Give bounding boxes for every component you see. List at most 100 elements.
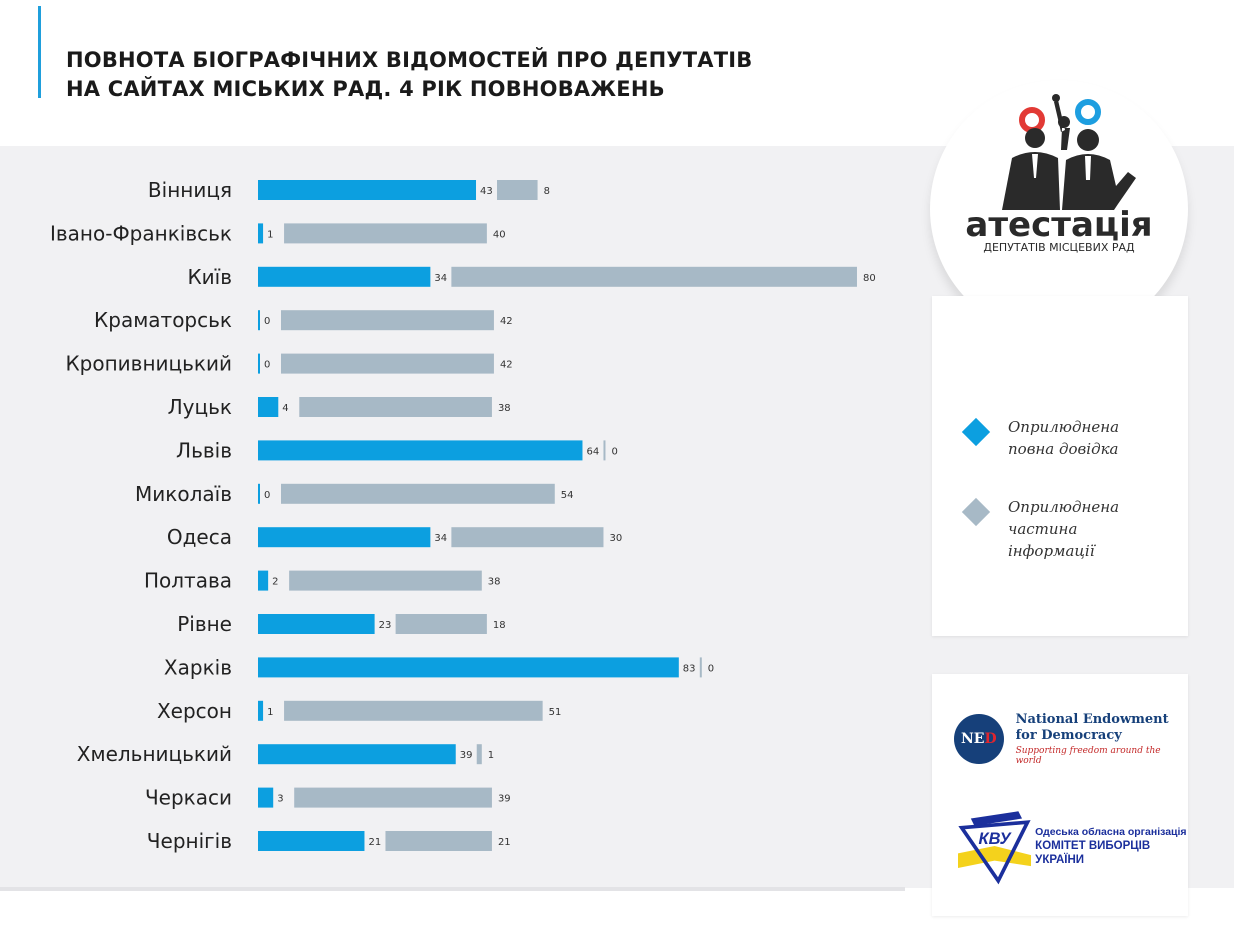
bar-partial <box>284 700 543 721</box>
value-label-partial: 0 <box>708 663 714 674</box>
bar-partial <box>385 831 492 851</box>
category-label: Херсон <box>157 699 232 723</box>
category-label: Полтава <box>144 569 232 593</box>
value-label-full: 0 <box>264 316 270 327</box>
logo-subtitle: ДЕПУТАТІВ МІСЦЕВИХ РАД <box>983 241 1135 254</box>
legend-item-full: Оприлюднена повна довідка <box>961 416 1138 460</box>
ned-emblem-icon: NE D <box>954 714 1004 764</box>
atestatsiya-logo-graphic: атестація ДЕПУТАТІВ МІСЦЕВИХ РАД <box>965 94 1153 254</box>
value-label-full: 34 <box>434 533 447 544</box>
svg-text:КВУ: КВУ <box>979 830 1013 848</box>
legend-label-full: Оприлюднена повна довідка <box>1008 418 1120 458</box>
logo-red-ring-icon <box>1019 107 1045 133</box>
sponsors-card: NE D National Endowment for Democracy Sup… <box>932 674 1188 916</box>
value-label-full: 34 <box>434 273 447 284</box>
legend-label-partial: Оприлюднена частина інформації <box>1008 498 1120 560</box>
value-label-partial: 42 <box>500 316 513 327</box>
value-label-full: 21 <box>368 837 381 848</box>
value-label-partial: 18 <box>493 620 506 631</box>
legend-swatch-full-icon <box>961 417 991 447</box>
title-line-2: НА САЙТАХ МІСЬКИХ РАД. 4 РІК ПОВНОВАЖЕНЬ <box>66 77 665 101</box>
category-label: Чернігів <box>147 829 232 853</box>
value-label-partial: 51 <box>549 707 562 718</box>
category-label: Рівне <box>177 612 232 636</box>
value-label-partial: 8 <box>544 186 550 197</box>
ned-slogan: Supporting freedom around the world <box>1015 746 1161 766</box>
value-label-full: 1 <box>267 229 273 240</box>
bar-full <box>258 483 260 504</box>
category-label: Кропивницький <box>65 352 232 376</box>
value-label-partial: 40 <box>493 229 506 240</box>
legend-swatch-partial-icon <box>961 497 991 527</box>
bar-partial <box>395 614 487 634</box>
bar-partial <box>281 353 494 374</box>
value-label-full: 43 <box>480 186 493 197</box>
category-label: Вінниця <box>148 178 232 202</box>
value-label-partial: 39 <box>498 794 511 805</box>
value-label-partial: 42 <box>500 360 513 371</box>
value-label-partial: 30 <box>609 533 622 544</box>
cvu-line-2: КОМІТЕТ ВИБОРЦІВ УКРАЇНИ <box>1035 840 1151 866</box>
logo-left-figure-icon <box>1002 152 1060 210</box>
category-label: Харків <box>164 655 232 679</box>
bar-full <box>258 614 375 634</box>
bar-partial <box>281 310 494 331</box>
bar-full <box>258 570 269 591</box>
bar-partial <box>603 440 606 461</box>
value-label-partial: 54 <box>561 490 574 501</box>
bar-chart: Вінниця 43 8 Івано-Франківськ 1 40 Київ 34 80 Кра… <box>50 178 876 853</box>
logo-blue-ring-icon <box>1075 99 1101 125</box>
bar-full <box>258 310 260 331</box>
value-label-partial: 38 <box>488 577 501 588</box>
logo-raised-hand-icon <box>1052 94 1060 102</box>
bar-partial <box>497 180 538 200</box>
bar-partial <box>289 570 482 591</box>
logo-title: атестація <box>965 205 1152 245</box>
page-title: ПОВНОТА БІОГРАФІЧНИХ ВІДОМОСТЕЙ ПРО ДЕПУ… <box>66 46 752 104</box>
legend: Оприлюднена повна довідка Оприлюднена ча… <box>932 296 1188 636</box>
value-label-full: 83 <box>683 663 696 674</box>
bar-partial <box>476 744 482 765</box>
logo-right-figure-icon <box>1062 154 1136 210</box>
title-accent-bar <box>38 6 41 98</box>
bar-partial <box>451 266 857 287</box>
value-label-full: 39 <box>460 750 473 761</box>
panel-bottom-edge <box>0 887 905 891</box>
bar-full <box>258 831 365 851</box>
bar-full <box>258 440 583 461</box>
bar-partial <box>294 787 492 808</box>
cvu-emblem-icon: КВУ <box>958 811 1032 885</box>
bar-full <box>258 353 260 374</box>
category-label: Краматорськ <box>94 308 232 332</box>
value-label-full: 1 <box>267 707 273 718</box>
category-label: Миколаїв <box>135 482 232 506</box>
value-label-full: 64 <box>586 446 599 457</box>
bar-full <box>258 744 456 765</box>
bar-full <box>258 527 431 548</box>
bar-full <box>258 787 274 808</box>
ned-name: National Endowment for Democracy <box>1015 712 1169 743</box>
bar-partial <box>284 223 487 244</box>
value-label-partial: 0 <box>611 446 617 457</box>
category-label: Київ <box>187 265 232 289</box>
ned-logo: NE D National Endowment for Democracy Sup… <box>954 712 1188 766</box>
cvu-logo: КВУ Одеська обласна організація КОМІТЕТ … <box>958 806 1188 886</box>
value-label-full: 0 <box>264 360 270 371</box>
category-label: Черкаси <box>145 786 232 810</box>
bar-partial <box>299 397 492 417</box>
bar-partial <box>451 527 604 548</box>
category-label: Одеса <box>167 525 232 549</box>
bar-full <box>258 700 264 721</box>
bar-full <box>258 657 679 678</box>
value-label-partial: 21 <box>498 837 511 848</box>
value-label-full: 23 <box>379 620 392 631</box>
category-label: Хмельницький <box>77 742 232 766</box>
value-label-partial: 80 <box>863 273 876 284</box>
value-label-partial: 38 <box>498 403 511 414</box>
title-line-1: ПОВНОТА БІОГРАФІЧНИХ ВІДОМОСТЕЙ ПРО ДЕПУ… <box>66 48 753 72</box>
category-label: Львів <box>176 438 232 462</box>
value-label-full: 0 <box>264 490 270 501</box>
bar-full <box>258 266 431 287</box>
bar-full <box>258 223 264 244</box>
category-label: Івано-Франківськ <box>50 221 232 245</box>
